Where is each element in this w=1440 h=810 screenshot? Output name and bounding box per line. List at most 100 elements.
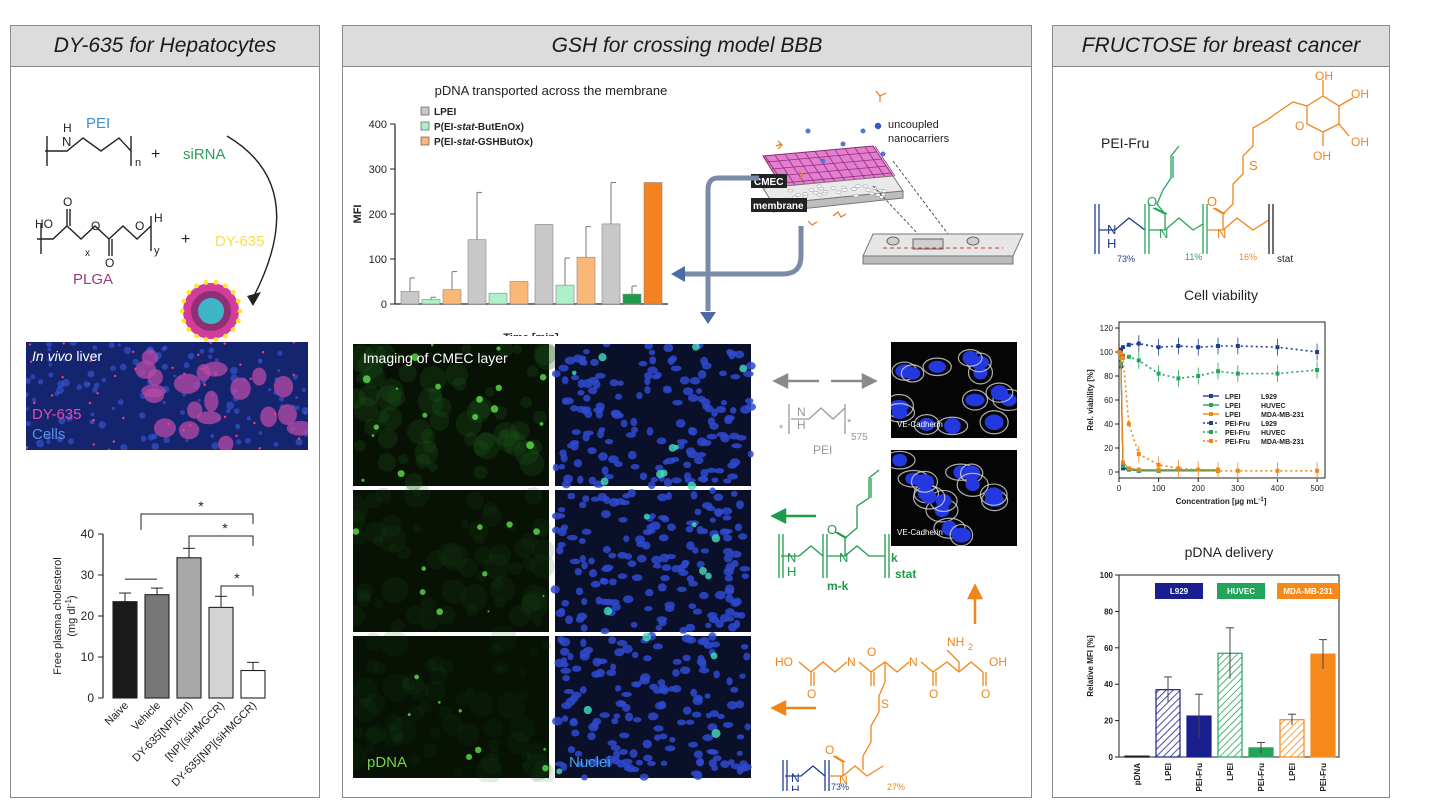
nucleus [735,700,745,709]
pdna-haze [360,698,371,709]
panel-fructose: FRUCTOSE for breast cancer PEI-Fru N H N… [1052,25,1390,798]
colocalized-spot [711,728,721,738]
nucleus [578,501,587,509]
viability-legend-name: PEI-Fru [1225,421,1250,428]
pdna-haze [493,421,519,447]
pdna-haze [522,557,537,571]
liver-nucleus [108,342,115,349]
nucleus [687,427,696,436]
liver-dye-spot [203,383,206,387]
nucleus [616,759,626,768]
delivery-xtick-label: pDNA [1133,763,1142,785]
pdna-haze [353,495,369,523]
viability-ytick-label: 80 [1104,372,1113,381]
delivery-xtick-label: LPEI [1164,763,1173,781]
liver-hepatocyte [178,421,200,440]
pei-fru-label: PEI-Fru [1101,135,1149,151]
membrane-pore [787,188,794,193]
pdna-haze [408,753,421,766]
nucleus [738,533,748,540]
pdna-haze [420,597,437,614]
fru-n1: N [1107,222,1116,237]
cmec-cell-border [774,154,796,186]
nucleus [631,574,643,581]
nucleus [602,344,611,348]
liver-dye-spot [134,367,137,371]
liver-dye-spot [182,428,185,432]
nucleus [705,622,712,629]
nucleus [588,569,598,578]
panel-title-hepatocytes: DY-635 for Hepatocytes [11,26,319,67]
nucleus [613,750,621,760]
nucleus [570,405,579,412]
nucleus [643,754,653,762]
nucleus [617,573,628,580]
mfi-bar [643,182,663,305]
bb-h: H [791,783,800,791]
green-n2: N [839,550,848,565]
nucleus [660,686,669,695]
mfi-xlabel: Time [min] [503,332,559,336]
ve-cadherin-micrographs [891,342,1017,546]
chol-ytick-label: 10 [81,650,95,664]
delivery-xtick-label: PEI-Fru [1319,763,1328,792]
pdna-haze [466,687,476,697]
nucleus [658,619,667,627]
pdna-haze [513,538,535,559]
viability-legend-marker [1209,430,1213,434]
pdna-haze [398,364,417,383]
pdna-haze [525,742,548,765]
nucleus [724,584,735,594]
nucleus [714,590,726,600]
colocalized-spot [739,364,748,373]
pei-name: PEI [813,443,832,457]
nucleus [620,419,628,428]
gsh-o3: O [929,687,938,701]
nucleus [644,605,653,612]
colocalized-spot [598,353,607,362]
chol-ylabel-unit: (mg dl-1) [64,595,78,636]
nucleus [606,669,617,677]
nucleus [657,514,669,521]
cmec-cell-border [864,146,886,178]
nucleus [714,467,725,474]
liver-nucleus [56,435,64,443]
pdna-haze [524,487,543,505]
liver-nucleus [47,356,53,363]
fru-s: S [1249,158,1258,173]
nucleus [618,732,630,739]
ve-nucleus [990,385,1008,401]
flow-arrow [671,175,804,324]
chol-ytick-label: 20 [81,609,95,623]
ve-junction [956,472,989,498]
viability-point [1120,345,1125,350]
arrow-head [247,292,261,306]
nucleus [560,657,568,664]
pdna-haze [537,525,549,538]
delivery-xtick-label: LPEI [1226,763,1235,781]
pdna-haze [466,604,479,618]
pdna-haze [388,543,398,552]
nucleus [622,595,634,604]
gsh-oh: OH [989,655,1007,669]
pdna-haze [530,761,555,782]
nucleus [613,461,623,468]
nucleus [670,457,680,463]
pdna-haze [520,396,532,409]
nucleus [611,717,619,725]
ve-junction [933,517,966,539]
pdna-haze [375,409,390,424]
liver-hepatocyte [153,418,176,438]
liver-nucleus [139,412,146,419]
nucleus [663,385,672,391]
liver-nucleus [199,348,205,354]
nucleus [629,749,638,758]
mfi-chart: pDNA transported across the membrane 0 100… [352,83,668,336]
pdna-haze [412,488,422,497]
nucleus [583,646,594,654]
liver-nucleus [76,384,83,391]
plus-1: + [151,146,160,163]
liver-dye-spot [249,377,252,381]
pdna-haze [357,352,384,379]
pdna-haze [375,487,392,504]
